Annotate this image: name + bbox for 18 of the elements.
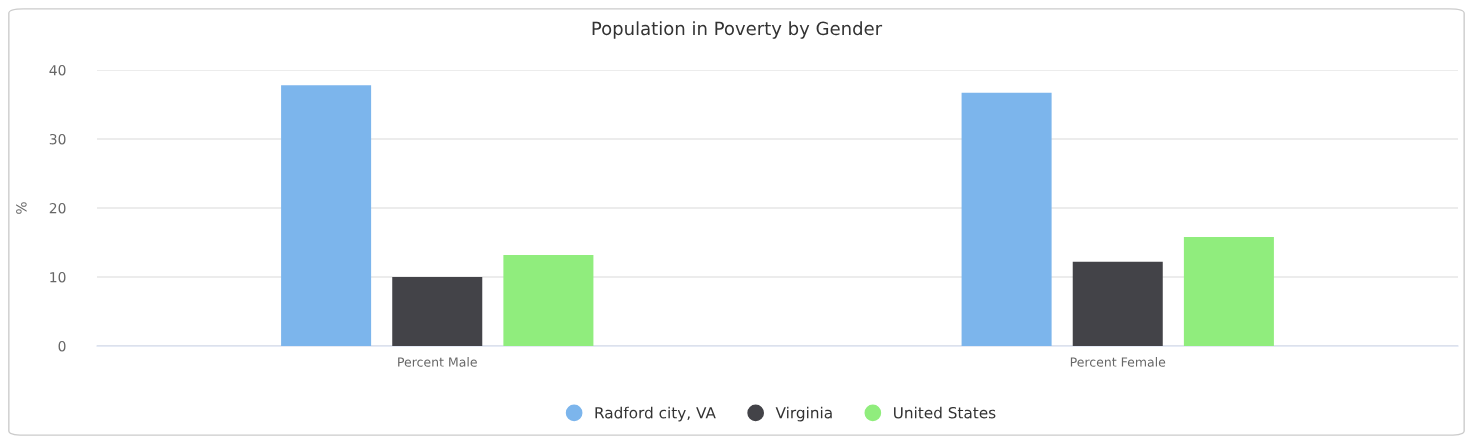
legend-label: Virginia xyxy=(775,406,832,422)
legend-label: United States xyxy=(894,406,996,419)
bar xyxy=(1072,261,1163,346)
bar xyxy=(281,85,372,346)
y-tick-label: 0 xyxy=(58,340,66,352)
bar xyxy=(392,277,483,346)
chart-title: Population in Poverty by Gender xyxy=(592,21,883,39)
y-tick-label: 20 xyxy=(49,202,66,214)
y-tick-label: 30 xyxy=(49,133,66,145)
y-tick-label: 40 xyxy=(49,64,66,76)
y-axis-title: % xyxy=(16,202,27,214)
x-tick-label: Percent Female xyxy=(1070,357,1166,367)
y-tick-label: 10 xyxy=(50,271,66,283)
bar xyxy=(503,254,594,346)
legend-label: Radford city, VA xyxy=(595,406,716,422)
bar xyxy=(961,92,1052,346)
bar xyxy=(1183,236,1274,346)
x-tick-label: Percent Male xyxy=(398,357,477,367)
